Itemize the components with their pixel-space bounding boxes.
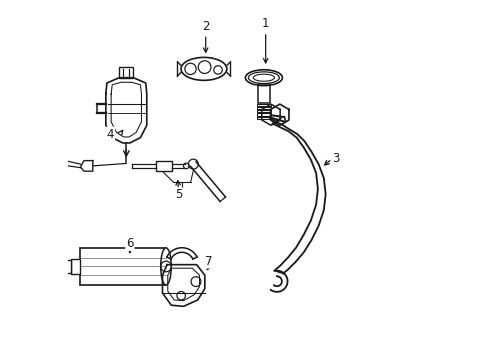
Bar <box>256 113 270 116</box>
Bar <box>71 259 80 274</box>
Text: 2: 2 <box>202 20 209 33</box>
Text: 4: 4 <box>106 128 114 141</box>
Text: 6: 6 <box>126 237 133 250</box>
Bar <box>80 248 165 285</box>
Text: 7: 7 <box>205 255 213 267</box>
Bar <box>65 260 71 273</box>
Bar <box>256 107 270 109</box>
Bar <box>258 84 269 103</box>
Ellipse shape <box>161 248 171 285</box>
Text: 5: 5 <box>175 188 182 201</box>
Bar <box>256 117 270 119</box>
Text: 1: 1 <box>262 17 269 30</box>
Bar <box>119 67 133 78</box>
Bar <box>156 161 172 171</box>
Bar <box>256 110 270 112</box>
Ellipse shape <box>181 57 226 80</box>
Text: 3: 3 <box>332 152 339 165</box>
Bar <box>256 104 270 106</box>
